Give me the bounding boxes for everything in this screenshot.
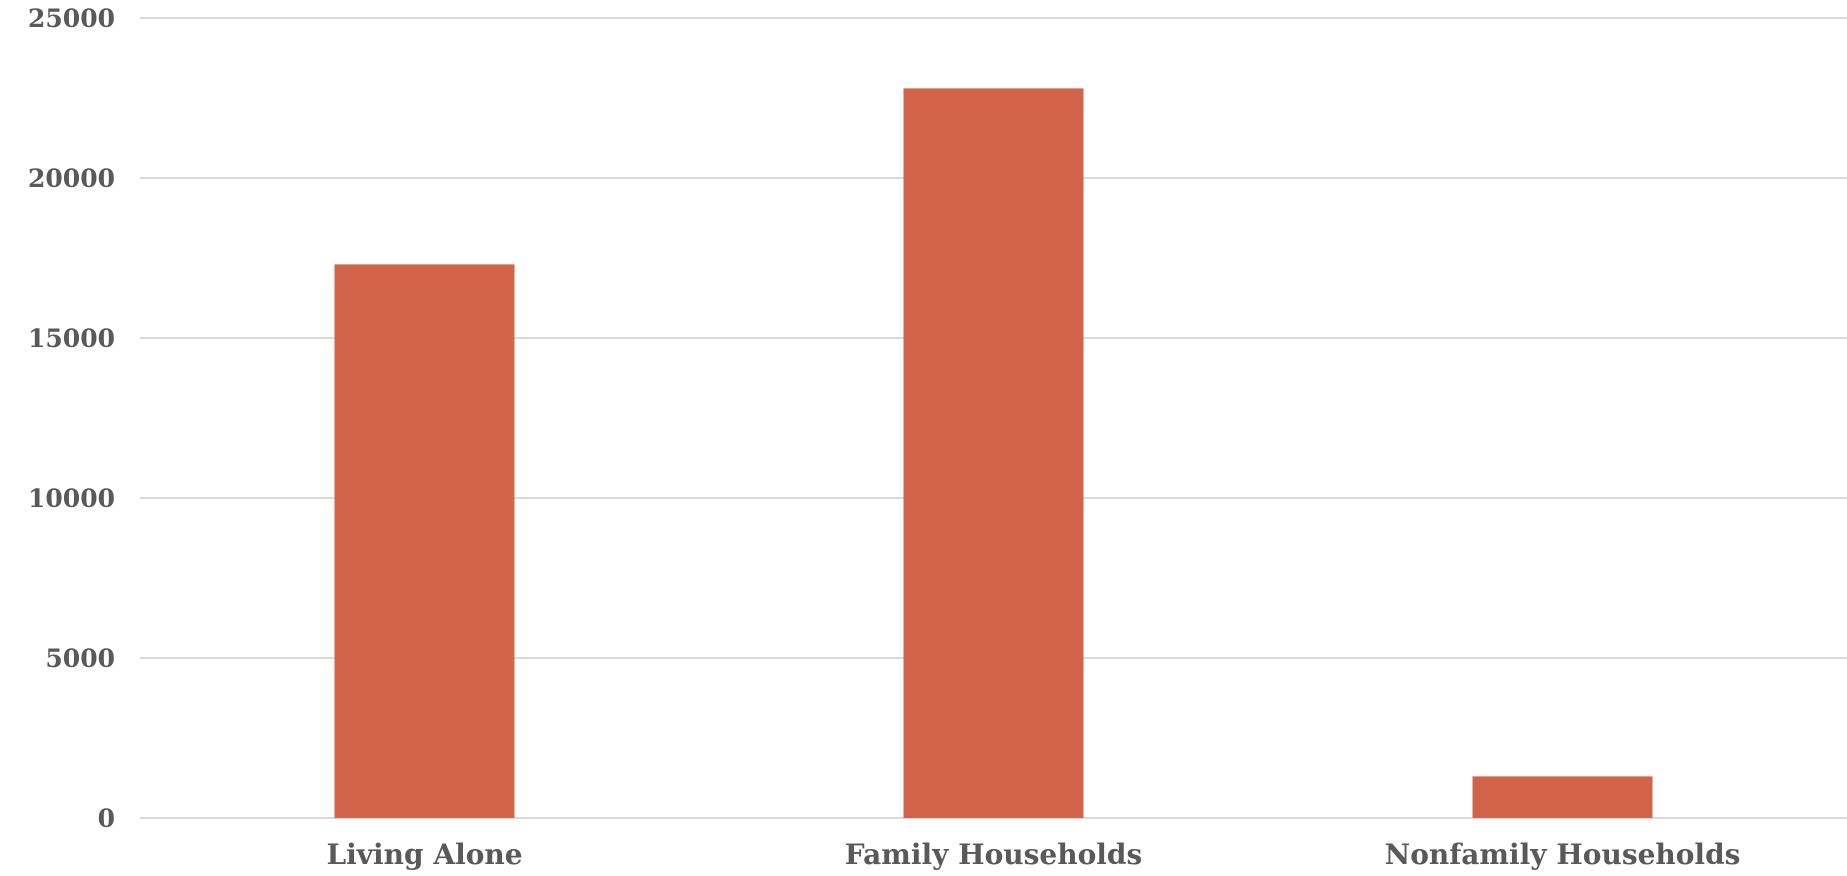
bar	[903, 88, 1084, 818]
bar	[1472, 776, 1653, 818]
bar	[334, 264, 515, 818]
x-category-label: Living Alone	[326, 838, 522, 871]
bars	[334, 88, 1653, 818]
y-tick-label: 0	[98, 804, 115, 833]
x-category-label: Nonfamily Households	[1385, 838, 1741, 871]
y-tick-label: 10000	[28, 484, 115, 513]
y-tick-label: 20000	[28, 164, 115, 193]
y-tick-label: 15000	[28, 324, 115, 353]
x-axis-category-labels: Living Alone Family Households Nonfamily H…	[326, 838, 1740, 871]
y-tick-label: 25000	[28, 4, 115, 33]
y-axis-tick-labels: 0 5000 10000 15000 20000 25000	[28, 4, 115, 833]
y-tick-label: 5000	[45, 644, 115, 673]
x-category-label: Family Households	[845, 838, 1143, 871]
